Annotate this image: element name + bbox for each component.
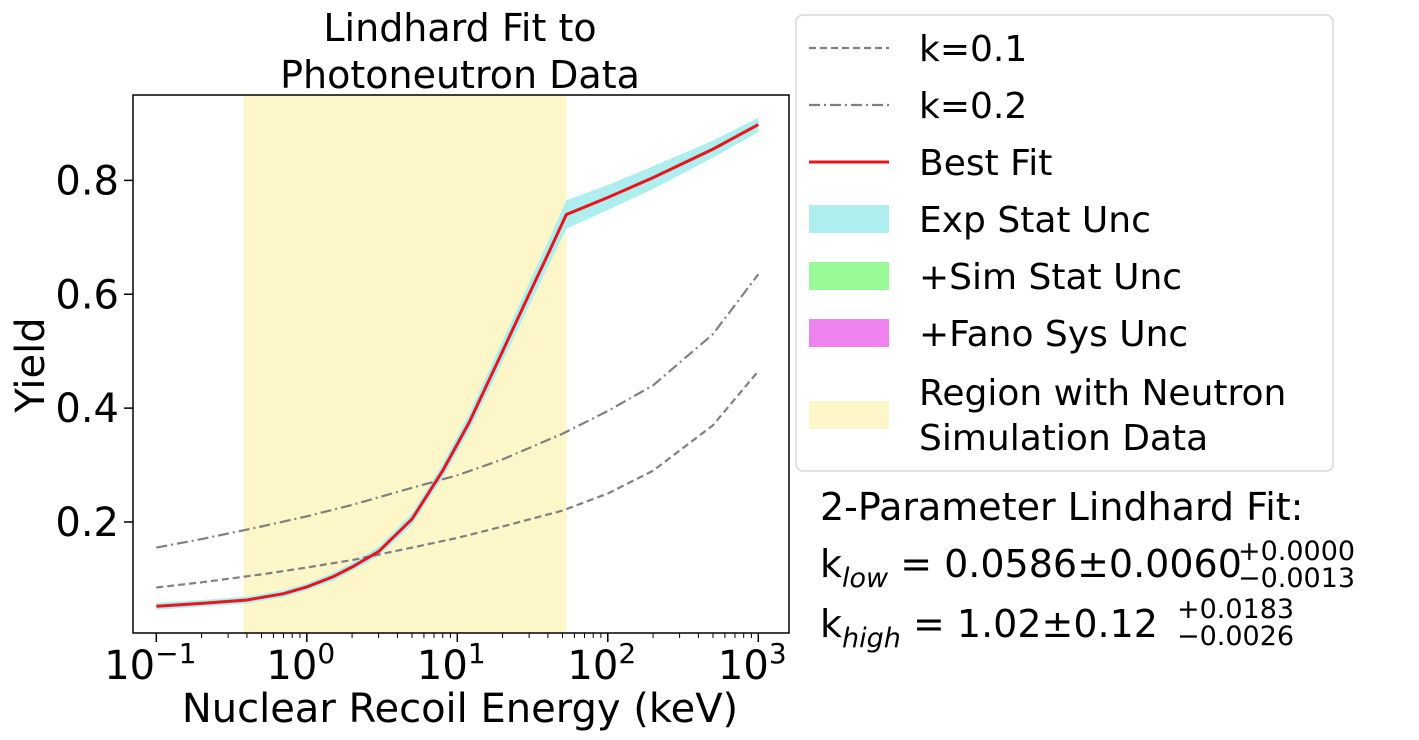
k-low-plus: +0.0000: [1238, 536, 1355, 567]
k-low-value: = 0.0586±0.0060: [888, 542, 1242, 586]
fit-annotation: 2-Parameter Lindhard Fit: klow = 0.0586±…: [820, 485, 1355, 654]
legend-label-sim-stat-unc: +Sim Stat Unc: [919, 257, 1182, 298]
k-high-plus: +0.0183: [1177, 594, 1294, 625]
legend-frame: [795, 14, 1334, 472]
k-high-subscript: high: [842, 623, 901, 654]
chart-title-line2: Photoneutron Data: [280, 53, 640, 97]
x-tick-label: 102: [567, 637, 636, 689]
legend-label-region-with-neutron-line2: Simulation Data: [919, 418, 1208, 459]
axes-layer: 0.2 0.4 0.6 0.8 10−1 100 101 102 103: [55, 94, 790, 689]
legend-label-region-with-neutron: Region with Neutron: [919, 373, 1286, 414]
neutron-region-layer: [243, 95, 567, 633]
k-high-minus: −0.0026: [1177, 621, 1294, 652]
k-high-value: = 1.02±0.12: [901, 602, 1158, 646]
x-tick-label: 100: [266, 637, 335, 689]
legend-swatch-region-with-neutron: [809, 401, 889, 429]
neutron-simulation-region: [243, 95, 567, 633]
k-high-symbol: k: [820, 602, 842, 646]
series-layer: [156, 123, 760, 608]
x-tick-label: 10−1: [104, 637, 196, 689]
y-tick-label: 0.4: [55, 386, 119, 432]
k-low-subscript: low: [842, 563, 889, 594]
legend-entries: k=0.1 k=0.2 Best Fit Exp Stat Unc +Sim Stat …: [809, 29, 1286, 459]
x-axis-label: Nuclear Recoil Energy (keV): [182, 686, 738, 732]
y-tick-label: 0.2: [55, 500, 119, 546]
legend-label-exp-stat-unc: Exp Stat Unc: [919, 200, 1151, 241]
chart-title-line1: Lindhard Fit to: [323, 6, 596, 50]
x-tick-label: 101: [417, 637, 486, 689]
legend-swatch-exp-stat-unc: [809, 205, 889, 233]
legend-swatch-fano-sys-unc: [809, 319, 889, 347]
k-low-symbol: k: [820, 542, 842, 586]
y-tick-label: 0.8: [55, 158, 119, 204]
k-high-line: khigh = 1.02±0.12: [820, 602, 1158, 654]
y-axis-label: Yield: [8, 317, 54, 413]
y-tick-label: 0.6: [55, 272, 119, 318]
legend: k=0.1 k=0.2 Best Fit Exp Stat Unc +Sim Stat …: [795, 14, 1334, 472]
plot-frame: [132, 94, 790, 634]
x-tick-label: 103: [718, 637, 787, 689]
series-k-0-2: [156, 273, 760, 549]
legend-label-fano-sys-unc: +Fano Sys Unc: [919, 314, 1188, 355]
k-low-line: klow = 0.0586±0.0060: [820, 542, 1242, 594]
legend-label-k-0-1: k=0.1: [919, 29, 1027, 70]
legend-label-best-fit: Best Fit: [919, 143, 1052, 184]
series-best-fit: [156, 123, 760, 608]
legend-label-k-0-2: k=0.2: [919, 86, 1027, 127]
legend-swatch-sim-stat-unc: [809, 262, 889, 290]
k-low-minus: −0.0013: [1238, 563, 1355, 594]
fit-title: 2-Parameter Lindhard Fit:: [820, 485, 1303, 529]
